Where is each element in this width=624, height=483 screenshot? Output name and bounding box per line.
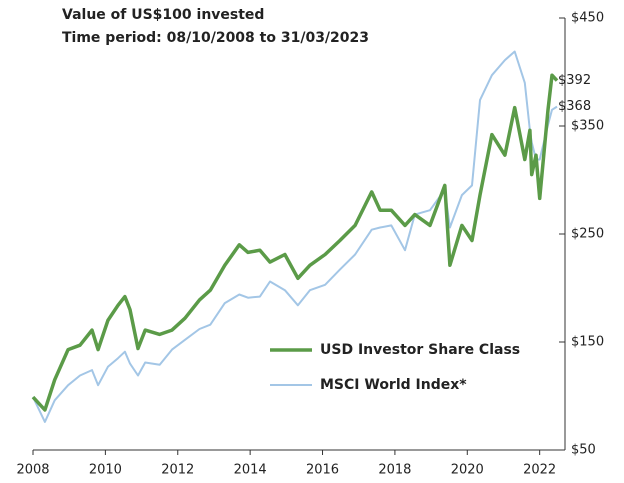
x-tick-label: 2008	[16, 463, 49, 478]
legend-text: USD Investor Share Class	[320, 342, 520, 358]
x-tick-label: 2014	[234, 463, 267, 478]
series-line	[32, 50, 558, 423]
y-tick-label: $250	[571, 227, 604, 242]
y-tick-label: $450	[571, 11, 604, 26]
y-tick-label: $50	[571, 443, 596, 458]
series-line	[31, 73, 559, 412]
x-tick-label: 2016	[306, 463, 339, 478]
x-tick-label: 2018	[378, 463, 411, 478]
x-tick-label: 2020	[451, 463, 484, 478]
end-label: $392	[558, 73, 591, 88]
chart-subtitle: Time period: 08/10/2008 to 31/03/2023	[62, 30, 369, 46]
end-label: $368	[558, 99, 591, 114]
x-tick-label: 2010	[89, 463, 122, 478]
chart-title: Value of US$100 invested	[62, 7, 264, 23]
legend-text: MSCI World Index*	[320, 377, 467, 393]
y-tick-label: $150	[571, 335, 604, 350]
y-tick-label: $350	[571, 119, 604, 134]
x-tick-label: 2022	[523, 463, 556, 478]
x-tick-label: 2012	[161, 463, 194, 478]
